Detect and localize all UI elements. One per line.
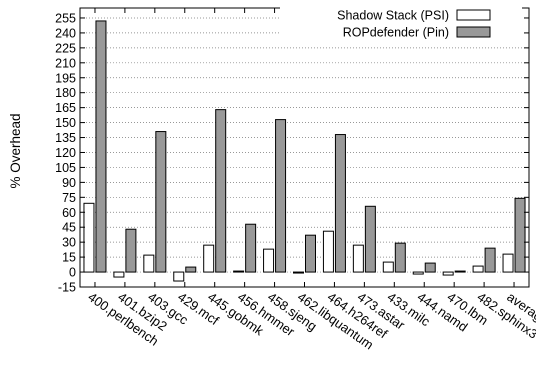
bar-ropdefender-444-namd xyxy=(424,262,436,273)
bar-shadow-stack-429-mcf xyxy=(173,271,185,282)
bar-ropdefender-400-perlbench xyxy=(95,20,107,273)
plot-frame xyxy=(79,7,530,288)
legend-swatch xyxy=(456,26,491,38)
y-tick-label: 210 xyxy=(55,56,76,70)
y-tick-label: 60 xyxy=(62,206,76,220)
y-tick-label: 0 xyxy=(69,266,76,280)
bar-ropdefender-462-libquantum xyxy=(305,234,316,273)
bars xyxy=(83,20,526,282)
y-tick-label: 135 xyxy=(55,131,76,145)
legend-label: Shadow Stack (PSI) xyxy=(337,9,449,23)
bar-shadow-stack-average xyxy=(502,253,514,273)
y-axis-label: % Overhead xyxy=(8,113,23,188)
y-tick-label: 45 xyxy=(62,221,76,235)
axes xyxy=(79,7,530,288)
y-tick-label: 105 xyxy=(55,161,76,175)
bar-shadow-stack-482-sphinx3 xyxy=(472,265,484,273)
bar-ropdefender-456-hmmer xyxy=(245,223,257,273)
bar-shadow-stack-456-hmmer xyxy=(233,270,245,273)
bar-ropdefender-433-milc xyxy=(394,242,406,273)
y-tick-label: 255 xyxy=(55,11,76,25)
bar-ropdefender-464-h264ref xyxy=(334,134,346,273)
bar-ropdefender-average xyxy=(514,197,526,273)
y-tick-label: 150 xyxy=(55,116,76,130)
bar-ropdefender-470-lbm xyxy=(454,270,466,273)
x-tick-labels: 400.perlbench401.bzip2403.gcc429.mcf445.… xyxy=(85,289,536,352)
y-tick-label: 30 xyxy=(62,236,76,250)
bar-shadow-stack-470-lbm xyxy=(442,271,454,276)
bar-ropdefender-482-sphinx3 xyxy=(484,247,496,273)
bar-shadow-stack-445-gobmk xyxy=(203,244,215,273)
bar-shadow-stack-464-h264ref xyxy=(322,230,334,273)
legend-label: ROPdefender (Pin) xyxy=(343,26,449,40)
bar-ropdefender-445-gobmk xyxy=(215,109,227,273)
bar-ropdefender-473-astar xyxy=(364,205,376,273)
bar-shadow-stack-444-namd xyxy=(412,271,424,275)
y-tick-label: 195 xyxy=(55,71,76,85)
bar-ropdefender-401-bzip2 xyxy=(125,228,137,273)
bar-ropdefender-403-gcc xyxy=(155,131,167,273)
y-tick-label: 120 xyxy=(55,146,76,160)
bar-shadow-stack-473-astar xyxy=(352,244,364,273)
bar-ropdefender-429-mcf xyxy=(185,266,197,273)
y-tick-label: 240 xyxy=(55,26,76,40)
bar-shadow-stack-400-perlbench xyxy=(83,202,95,273)
y-tick-label: 15 xyxy=(62,251,76,265)
bar-shadow-stack-433-milc xyxy=(382,261,394,273)
y-tick-label: 75 xyxy=(62,191,76,205)
legend: Shadow Stack (PSI) ROPdefender (Pin) xyxy=(280,5,522,47)
y-tick-label: 165 xyxy=(55,101,76,115)
y-tick-labels: -150153045607590105120135150165180195210… xyxy=(55,11,76,294)
bar-ropdefender-458-sjeng xyxy=(275,119,287,273)
y-tick-label: 225 xyxy=(55,41,76,55)
legend-swatch xyxy=(456,9,491,21)
bar-shadow-stack-462-libquantum xyxy=(293,271,304,274)
bar-shadow-stack-401-bzip2 xyxy=(113,271,125,278)
y-tick-label: 90 xyxy=(62,176,76,190)
gridlines xyxy=(80,17,529,273)
bar-shadow-stack-458-sjeng xyxy=(263,248,275,273)
y-tick-label: 180 xyxy=(55,86,76,100)
y-tick-label: -15 xyxy=(58,281,76,295)
bar-shadow-stack-403-gcc xyxy=(143,254,155,273)
